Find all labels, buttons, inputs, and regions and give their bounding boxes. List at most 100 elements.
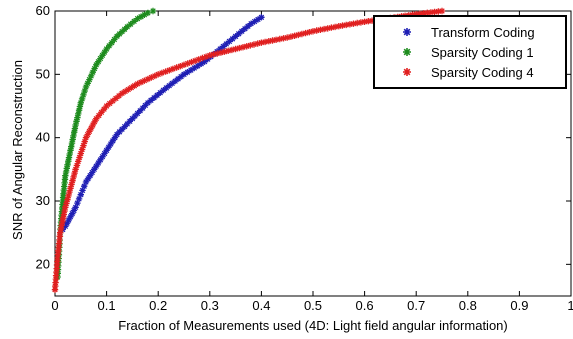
data-point xyxy=(82,83,90,91)
data-point-interp xyxy=(269,37,276,44)
data-point-interp xyxy=(80,91,87,99)
data-point-interp xyxy=(435,8,442,15)
data-point-interp xyxy=(84,131,91,138)
data-point-interp xyxy=(276,35,283,43)
data-point xyxy=(232,45,239,53)
data-point-interp xyxy=(71,125,79,132)
y-tick-label: 40 xyxy=(36,130,50,145)
data-point-interp xyxy=(173,64,180,71)
data-point-interp xyxy=(177,63,184,70)
data-point-interp xyxy=(116,30,123,38)
y-tick-label: 20 xyxy=(36,256,50,271)
data-point xyxy=(413,11,420,18)
data-point-interp xyxy=(131,112,139,120)
data-point-interp xyxy=(343,21,350,29)
data-point-interp xyxy=(250,41,258,48)
x-axis-label: Fraction of Measurements used (4D: Light… xyxy=(118,318,507,333)
data-point-interp xyxy=(331,23,339,31)
data-point-interp xyxy=(210,51,217,58)
data-point xyxy=(93,163,100,170)
data-point xyxy=(232,33,239,40)
y-tick-label: 50 xyxy=(36,66,50,81)
data-point xyxy=(62,204,69,211)
data-point xyxy=(149,7,157,15)
data-point-interp xyxy=(306,29,313,36)
data-point-interp xyxy=(199,54,206,62)
data-point-interp xyxy=(235,30,242,37)
data-point xyxy=(51,286,59,293)
data-point-interp xyxy=(64,196,71,203)
data-point-interp xyxy=(89,69,96,76)
data-point-interp xyxy=(80,142,87,149)
data-point-interp xyxy=(66,150,73,158)
data-point-interp xyxy=(184,69,191,76)
data-point-interp xyxy=(69,177,76,184)
data-point-interp xyxy=(52,279,59,286)
data-point xyxy=(124,23,131,30)
data-point xyxy=(103,147,110,154)
x-tick-label: 0.2 xyxy=(149,298,167,313)
data-point xyxy=(134,80,141,87)
data-point-interp xyxy=(221,48,228,55)
data-point-interp xyxy=(91,166,98,173)
data-point-interp xyxy=(106,42,113,49)
data-point-interp xyxy=(244,23,252,30)
data-point xyxy=(59,197,66,205)
data-point-interp xyxy=(89,121,96,129)
data-point-interp xyxy=(272,36,280,43)
data-point-interp xyxy=(91,65,98,72)
data-point xyxy=(160,87,167,94)
data-point xyxy=(93,115,100,122)
data-point-interp xyxy=(84,175,92,182)
data-point-interp xyxy=(154,92,161,99)
data-point xyxy=(284,34,291,41)
data-point-interp xyxy=(81,138,88,145)
data-point-interp xyxy=(60,211,67,218)
data-point xyxy=(77,150,84,157)
data-point-interp xyxy=(70,173,77,181)
data-point-interp xyxy=(217,49,225,56)
x-tick-label: 0.5 xyxy=(304,298,322,313)
data-point xyxy=(180,71,188,78)
data-point-interp xyxy=(169,65,177,73)
data-point xyxy=(258,14,265,21)
data-point-interp xyxy=(365,18,372,25)
data-point xyxy=(77,99,84,106)
data-point-interp xyxy=(84,80,91,87)
data-point-interp xyxy=(163,84,170,92)
data-point xyxy=(62,172,69,179)
data-point-interp xyxy=(97,55,104,62)
data-point-interp xyxy=(108,39,115,46)
data-point-interp xyxy=(220,43,227,50)
data-point-interp xyxy=(339,22,346,29)
data-point-interp xyxy=(115,92,123,100)
data-point-interp xyxy=(100,106,108,113)
data-point-interp xyxy=(99,52,106,59)
data-point-interp xyxy=(53,268,60,276)
data-point-interp xyxy=(350,20,357,27)
data-point-interp xyxy=(78,95,86,103)
data-point-interp xyxy=(166,67,173,74)
data-point-interp xyxy=(131,82,138,89)
data-point-interp xyxy=(162,68,169,75)
data-point-interp xyxy=(63,165,70,172)
data-point-interp xyxy=(420,10,427,17)
data-point xyxy=(258,39,265,46)
data-point-interp xyxy=(166,82,173,89)
data-point xyxy=(93,61,100,68)
data-point-interp xyxy=(63,200,70,207)
data-point xyxy=(103,45,110,53)
data-point-interp xyxy=(59,194,67,201)
data-point-interp xyxy=(194,62,201,70)
data-point-interp xyxy=(53,265,60,272)
data-point-interp xyxy=(109,97,116,105)
data-point-interp xyxy=(291,32,298,39)
data-point-interp xyxy=(95,112,103,119)
data-point xyxy=(201,58,208,65)
data-point xyxy=(335,23,342,30)
data-point-interp xyxy=(109,137,116,144)
data-point-interp xyxy=(79,187,86,194)
data-point-interp xyxy=(112,95,120,102)
data-point-interp xyxy=(101,150,108,157)
data-point-interp xyxy=(99,153,106,160)
